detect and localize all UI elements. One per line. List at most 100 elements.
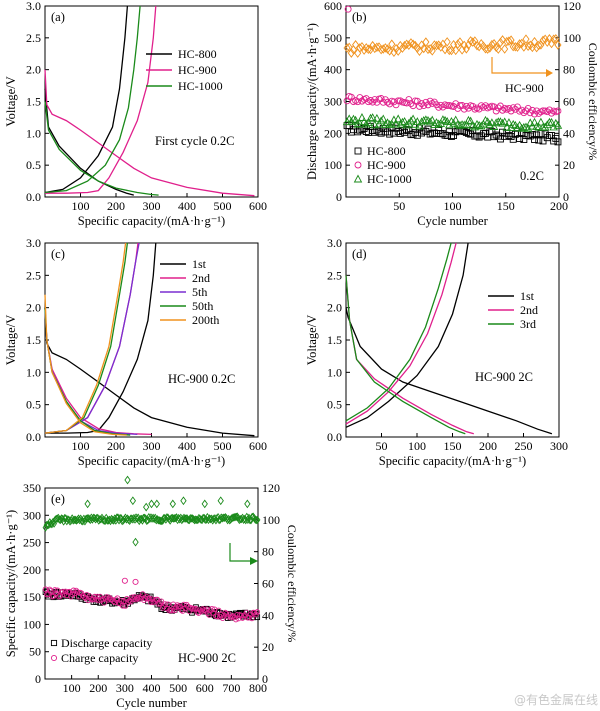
y-tick-label: 0 <box>35 672 41 686</box>
y-tick-label: 350 <box>23 481 41 495</box>
data-point-triangle <box>464 115 473 124</box>
y-tick-label: 400 <box>324 63 342 77</box>
x-tick-label: 700 <box>222 681 240 695</box>
data-point-square <box>447 133 455 140</box>
data-point-diamond <box>371 43 379 54</box>
data-point-triangle <box>391 119 401 128</box>
data-point-triangle <box>498 118 507 127</box>
data-point-circle <box>234 612 241 618</box>
data-point-diamond <box>501 44 509 54</box>
legend-label: 1st <box>192 257 207 271</box>
data-point-triangle <box>366 113 375 122</box>
data-point-diamond <box>381 43 389 53</box>
y-tick-label: 200 <box>324 126 342 140</box>
data-point-diamond <box>187 514 194 523</box>
data-point-triangle <box>504 118 514 126</box>
data-point-circle <box>439 103 447 111</box>
data-point-diamond <box>547 38 556 49</box>
y-tick-label: 3.0 <box>26 0 41 13</box>
data-point-diamond <box>124 475 131 485</box>
data-point-triangle <box>396 119 405 128</box>
y-tick-label: 0.0 <box>327 430 342 444</box>
series-line-discharge <box>345 275 466 435</box>
data-point-diamond <box>509 41 517 52</box>
data-point-triangle <box>415 121 424 130</box>
data-point-diamond <box>203 515 210 524</box>
x-tick-label: 200 <box>550 199 568 213</box>
data-point-diamond <box>469 37 477 47</box>
annotation: 0.2C <box>520 169 544 183</box>
data-point-circle <box>171 607 178 614</box>
data-point-diamond <box>343 43 351 53</box>
data-point-triangle <box>513 123 522 132</box>
data-point-diamond <box>159 516 166 525</box>
data-point-triangle <box>528 121 537 130</box>
data-point-diamond <box>373 42 381 53</box>
data-point-diamond <box>72 515 79 524</box>
data-point-circle <box>394 97 402 105</box>
x-tick-label: 500 <box>214 439 232 453</box>
data-point-circle <box>418 100 426 108</box>
data-point-triangle <box>421 115 431 124</box>
annotation: HC-900 0.2C <box>168 372 235 386</box>
data-point-diamond <box>193 515 200 525</box>
data-point-square <box>409 130 417 138</box>
data-point-diamond <box>201 499 208 509</box>
y-tick-label: 300 <box>23 508 41 522</box>
data-point-diamond <box>232 512 239 522</box>
data-point-diamond <box>505 36 513 46</box>
y-tick-label: 1.5 <box>327 333 342 347</box>
data-point-diamond <box>396 40 404 51</box>
legend-label: HC-900 <box>178 63 217 77</box>
data-point-circle <box>246 614 253 621</box>
data-point-triangle <box>521 122 531 131</box>
data-point-circle <box>347 93 355 101</box>
data-point-triangle <box>368 113 377 122</box>
data-point-circle <box>165 601 171 608</box>
x-tick-label: 500 <box>169 681 187 695</box>
x-tick-label: 500 <box>214 199 232 213</box>
data-point-triangle <box>406 116 416 125</box>
y-tick-label: 100 <box>23 617 41 631</box>
data-point-diamond <box>420 43 428 54</box>
data-point-circle <box>509 104 517 112</box>
data-point-diamond <box>254 515 261 525</box>
data-point-square <box>533 131 541 139</box>
y2-tick-label: 80 <box>262 545 274 559</box>
data-point-triangle <box>432 118 441 127</box>
data-point-triangle <box>438 115 448 124</box>
data-point-diamond <box>452 45 460 56</box>
data-point-diamond <box>503 36 511 47</box>
x-tick-label: 300 <box>550 439 568 453</box>
data-point-triangle <box>402 120 411 129</box>
data-point-square <box>482 129 489 137</box>
data-point-diamond <box>253 515 260 525</box>
watermark: @有色金属在线 <box>514 692 598 707</box>
data-point-diamond <box>496 37 504 48</box>
data-point-circle <box>254 609 261 615</box>
data-point-diamond <box>437 42 445 52</box>
data-point-circle <box>526 109 534 117</box>
data-point-diamond <box>524 41 532 52</box>
data-point-triangle <box>398 117 407 126</box>
data-point-circle <box>524 104 532 112</box>
x-tick-label: 300 <box>116 681 134 695</box>
y-tick-label: 2.5 <box>26 268 41 282</box>
data-point-square <box>418 129 426 137</box>
data-point-circle <box>354 98 362 106</box>
data-point-diamond <box>403 39 411 50</box>
y2-tick-label: 100 <box>563 31 581 45</box>
data-point-diamond <box>171 514 178 523</box>
data-point-triangle <box>376 116 386 125</box>
data-point-circle <box>456 102 464 109</box>
data-point-circle <box>392 101 400 109</box>
data-point-triangle <box>502 122 512 131</box>
y2-tick-label: 40 <box>563 126 575 140</box>
x-axis-label: Cycle number <box>116 696 187 710</box>
data-point-circle <box>42 586 49 593</box>
y-tick-label: 0.0 <box>26 190 41 204</box>
data-point-triangle <box>440 115 450 124</box>
data-point-circle <box>101 599 107 606</box>
data-point-triangle <box>428 115 437 124</box>
y-tick-label: 150 <box>23 590 41 604</box>
